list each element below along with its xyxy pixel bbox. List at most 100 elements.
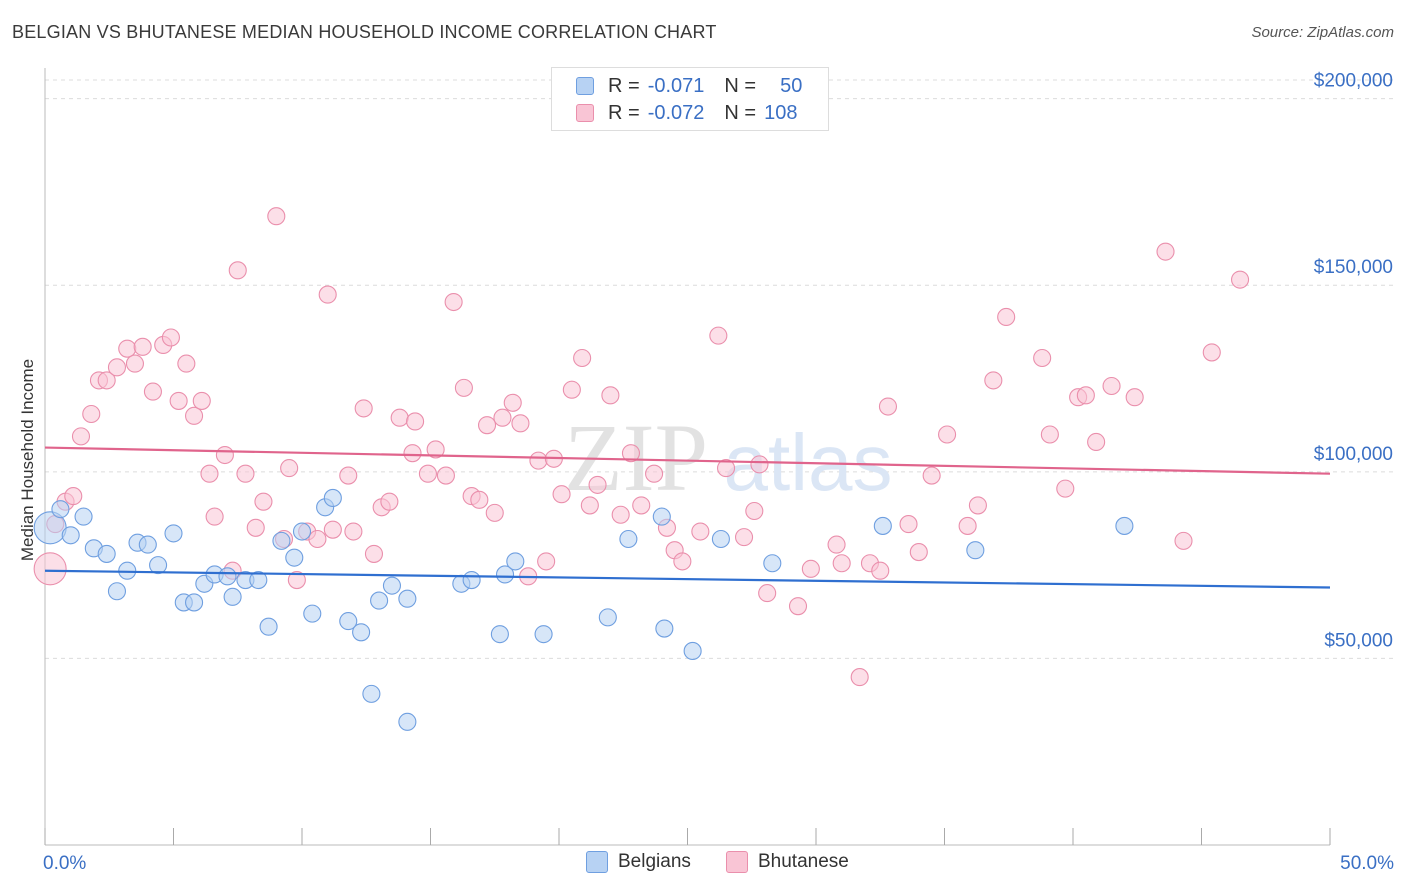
y-axis-label: Median Household Income [18,358,37,562]
belgian-point [495,565,515,584]
x-tick-label: 0.0% [43,853,86,874]
belgian-point [506,552,525,571]
bhutanese-point [1076,386,1095,405]
bhutanese-point [745,501,764,521]
bhutanese-point [922,466,941,485]
bhutanese-point [390,408,409,427]
belgian-point [370,591,389,610]
bhutanese-point [192,391,211,410]
bhutanese-point [493,408,512,427]
belgian-point [966,541,985,560]
bhutanese-point [997,307,1016,327]
belgian-point [598,608,617,627]
bhutanese-point [938,425,957,444]
bhutanese-point [909,543,928,562]
belgian-point [292,522,312,541]
bhutanese-point [125,354,144,373]
bottom-legend-label: Bhutanese [758,851,849,872]
bhutanese-point [215,445,234,465]
belgian-point [462,570,481,590]
bhutanese-point [878,397,898,416]
belgian-point [61,526,80,545]
bhutanese-point [308,529,327,549]
legend-r-value: -0.071 [647,74,705,97]
legend-n-value: 50 [780,74,803,97]
bhutanese-point [33,552,67,586]
y-tick-labels: $50,000 $100,000 $150,000 $200,000 [1314,71,1393,652]
legend-swatch-pink [576,104,594,122]
bhutanese-point [871,561,890,580]
bhutanese-point [788,597,808,616]
bhutanese-point [406,412,425,431]
legend-row-belgians: R = -0.071 N = 50 [576,74,802,98]
bhutanese-point [984,371,1003,390]
bhutanese-point [1033,348,1052,368]
bhutanese-point [354,399,373,418]
belgian-point [490,625,509,644]
bhutanese-point [246,518,265,537]
bhutanese-point [470,490,489,509]
bhutanese-point [552,485,571,504]
belgian-point [619,529,638,549]
y-tick-label: $100,000 [1314,444,1393,465]
bhutanese-point [477,416,497,435]
belgian-point [303,604,322,623]
bhutanese-point [364,544,384,563]
belgian-point [97,544,116,563]
bhutanese-point [511,414,530,433]
belgian-point [534,625,553,644]
bottom-legend-belgians: Belgians [586,851,691,873]
bhutanese-point [621,444,641,463]
bhutanese-point [143,382,162,401]
belgian-point [763,554,782,573]
belgian-point [218,567,237,586]
bhutanese-point [444,292,463,312]
bhutanese-point [645,464,664,483]
legend-r-label: R = [608,74,640,97]
belgian-point [339,612,358,631]
axes [44,68,1331,846]
belgian-trend-line [44,569,1331,589]
bhutanese-point [380,492,399,511]
bhutanese-point [323,520,342,539]
belgian-point [711,529,730,549]
bhutanese-point [573,348,592,368]
bhutanese-point [750,455,769,474]
bhutanese-point [673,552,692,571]
belgian-point [138,535,157,554]
bhutanese-point [403,444,422,463]
bhutanese-point [588,475,607,494]
bhutanese-point [485,503,504,522]
bhutanese-point [734,528,754,547]
bottom-legend-label: Belgians [618,851,691,872]
belgian-point [323,488,342,508]
bhutanese-point [161,328,180,347]
bhutanese-point [426,440,445,459]
x-tick-label: 50.0% [1340,853,1394,874]
bhutanese-point [580,496,599,515]
bhutanese-point [169,391,188,410]
bhutanese-point [503,393,522,412]
bhutanese-point [850,668,869,687]
legend-row-bhutanese: R = -0.072 N = 108 [576,101,797,125]
belgian-point [164,524,183,543]
bhutanese-point [1056,479,1075,498]
bhutanese-point [1174,531,1193,550]
chart-title: BELGIAN VS BHUTANESE MEDIAN HOUSEHOLD IN… [12,22,717,42]
belgian-point [652,507,671,526]
bhutanese-point [344,522,363,541]
belgian-point [223,587,242,606]
x-tick-labels: 0.0% 50.0% [43,853,1394,874]
legend-r-value: -0.072 [647,101,705,124]
bhutanese-point [118,339,137,358]
bottom-legend-bhutanese: Bhutanese [726,851,849,873]
bhutanese-point [205,507,224,526]
bhutanese-point [200,464,219,483]
belgian-point [382,576,402,595]
belgian-point [398,712,417,731]
bhutanese-point [185,406,204,425]
legend-n-label: N = [724,74,757,97]
bhutanese-point [601,386,620,405]
bhutanese-point [267,207,286,226]
